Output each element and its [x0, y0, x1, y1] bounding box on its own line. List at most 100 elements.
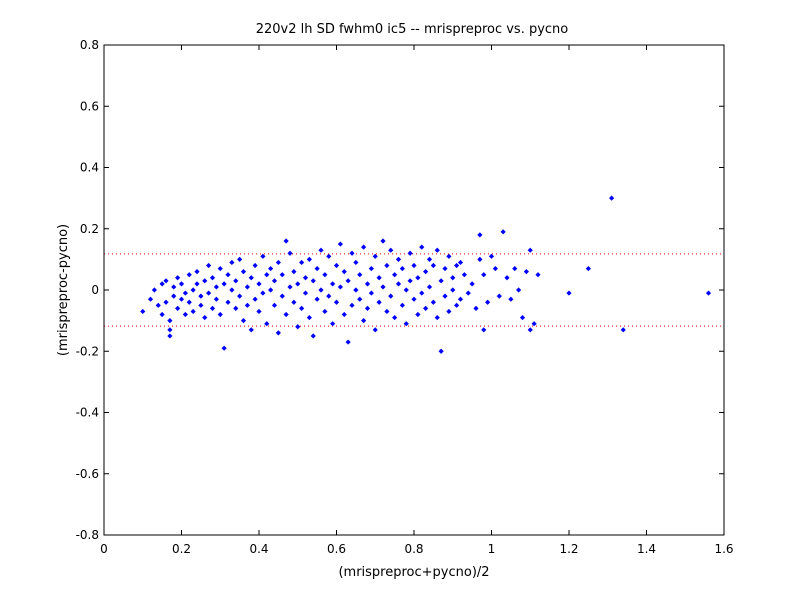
data-point: [244, 302, 250, 308]
data-point: [186, 299, 192, 305]
data-point: [283, 311, 289, 318]
data-point: [337, 284, 343, 290]
data-point: [178, 281, 185, 287]
data-point: [302, 275, 309, 281]
data-point: [202, 314, 208, 321]
data-point: [256, 308, 262, 315]
data-point: [430, 299, 436, 305]
data-point: [171, 284, 177, 290]
data-point: [155, 302, 161, 308]
y-tick-label: 0.8: [80, 38, 99, 52]
data-point: [217, 311, 223, 318]
data-point: [419, 244, 425, 250]
data-point: [353, 259, 359, 266]
data-point: [392, 272, 398, 278]
data-point: [519, 314, 526, 321]
data-point: [457, 259, 464, 266]
data-point: [438, 348, 444, 354]
data-point: [423, 269, 429, 275]
data-point: [167, 327, 173, 333]
data-point: [271, 302, 278, 308]
data-point: [175, 305, 181, 311]
data-point: [167, 333, 173, 339]
data-point: [415, 311, 421, 318]
data-point: [190, 287, 196, 293]
data-point: [318, 287, 324, 293]
data-point: [566, 290, 572, 296]
y-axis-title: (mrispreproc-pycno): [56, 224, 71, 356]
data-point: [271, 278, 278, 284]
data-point: [159, 311, 165, 318]
data-point: [314, 265, 320, 272]
data-point: [469, 281, 475, 287]
data-point: [341, 269, 347, 275]
data-point: [240, 269, 247, 275]
y-tick-label: 0.6: [80, 99, 99, 113]
data-point: [531, 321, 537, 327]
data-point: [485, 299, 491, 305]
data-point: [256, 281, 262, 287]
data-point: [454, 302, 460, 308]
data-point: [500, 229, 506, 235]
data-point: [240, 318, 247, 324]
data-point: [426, 256, 433, 262]
data-point: [275, 259, 281, 266]
x-tick-label: 0.8: [404, 542, 423, 556]
data-point: [229, 287, 235, 293]
data-point: [403, 287, 409, 293]
data-point: [163, 278, 169, 284]
data-point: [415, 275, 421, 281]
x-tick-label: 1.6: [714, 542, 733, 556]
data-point: [523, 269, 529, 275]
data-point: [194, 269, 200, 275]
data-point: [306, 256, 312, 262]
data-point: [407, 278, 413, 284]
data-point: [302, 290, 309, 296]
data-point: [194, 281, 200, 287]
data-point: [461, 272, 467, 278]
data-point: [345, 339, 351, 345]
data-point: [322, 308, 328, 315]
data-point: [333, 299, 340, 305]
data-point: [248, 327, 254, 333]
y-axis-ticks: -0.8 -0.6 -0.4 -0.2 0 0.2 0.4 0.6 0.8: [76, 38, 724, 542]
y-tick-label: 0.2: [80, 222, 99, 236]
data-point: [140, 308, 146, 315]
data-point: [213, 296, 219, 302]
x-tick-label: 1: [488, 542, 496, 556]
data-point: [268, 265, 274, 272]
data-point: [388, 293, 394, 299]
data-point: [508, 296, 514, 302]
data-point: [295, 281, 301, 287]
data-point: [504, 275, 510, 281]
data-point: [372, 327, 378, 333]
data-point: [163, 299, 169, 305]
data-point: [283, 238, 289, 244]
data-point: [442, 265, 448, 272]
data-point: [353, 287, 359, 293]
data-point: [159, 281, 165, 287]
x-tick-label: 0: [100, 542, 108, 556]
data-point: [496, 293, 502, 299]
data-point: [237, 293, 243, 299]
data-point: [465, 290, 471, 296]
data-point: [178, 296, 185, 302]
data-point: [291, 299, 297, 305]
data-point: [481, 272, 487, 278]
data-point: [330, 321, 336, 327]
data-point: [322, 272, 328, 278]
data-point: [209, 275, 216, 281]
data-point: [620, 327, 626, 333]
data-point: [326, 293, 332, 299]
data-point: [287, 250, 293, 256]
data-point: [349, 250, 355, 256]
data-point: [527, 247, 533, 253]
data-point: [295, 324, 301, 330]
data-point: [275, 330, 281, 336]
data-point: [411, 296, 417, 302]
data-point: [279, 293, 285, 299]
data-point: [225, 299, 231, 305]
data-point: [217, 265, 223, 272]
data-point: [527, 327, 533, 333]
